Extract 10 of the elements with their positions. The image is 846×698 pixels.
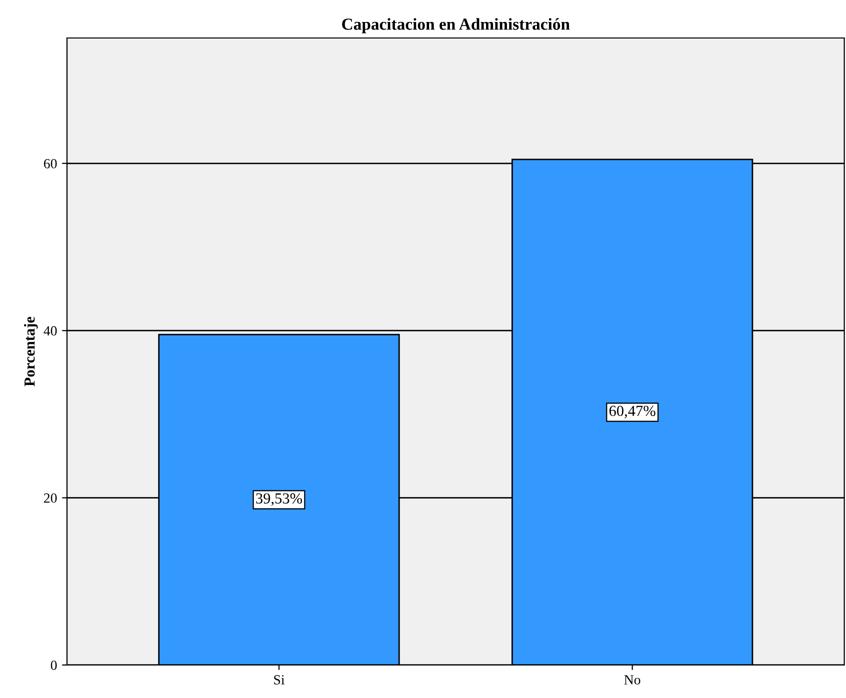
chart-title: Capacitacion en Administración (342, 18, 570, 34)
data-label: 60,47% (609, 406, 656, 418)
y-tick-label: 60 (44, 158, 57, 168)
y-axis-title: Porcentaje (24, 316, 38, 386)
y-tick-label: 20 (44, 493, 57, 503)
x-tick-label: Si (274, 675, 285, 684)
y-tick-label: 40 (44, 326, 57, 336)
y-tick-label: 0 (50, 660, 57, 670)
data-label: 39,53% (256, 493, 302, 506)
x-tick-label: No (624, 675, 640, 684)
